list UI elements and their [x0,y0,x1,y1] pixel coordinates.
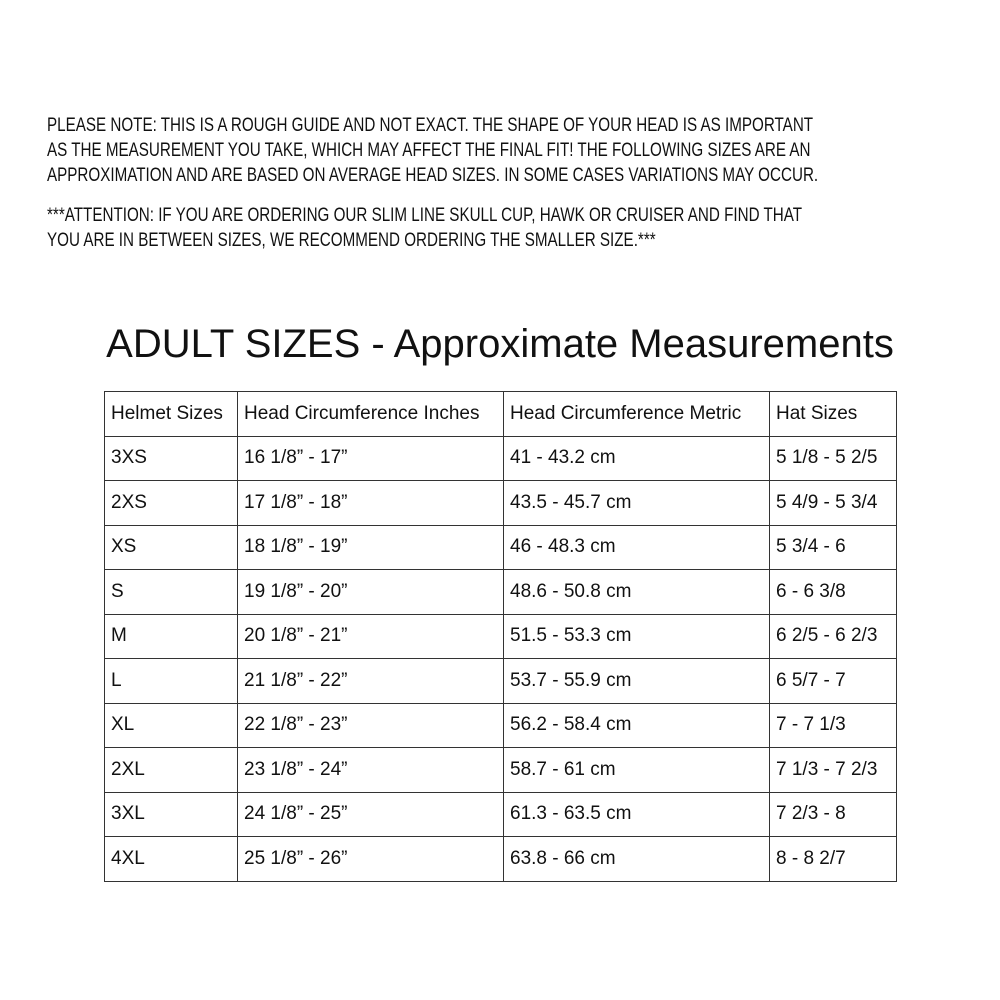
hat-size-cell: 8 - 8 2/7 [769,836,897,882]
hat-size-cell: 5 4/9 - 5 3/4 [769,480,897,526]
helmet-size-cell: M [104,613,238,659]
hat-size-cell: 5 3/4 - 6 [769,524,897,570]
column-header: Head Circumference Inches [237,391,504,437]
helmet-size-cell: S [104,569,238,615]
helmet-size-cell: XS [104,524,238,570]
hat-size-cell: 6 5/7 - 7 [769,658,897,704]
helmet-size-cell: 2XL [104,747,238,793]
table-row: 2XS 17 1/8” - 18” 43.5 - 45.7 cm 5 4/9 - 5 … [104,480,897,526]
inches-cell: 22 1/8” - 23” [237,702,504,748]
size-table: Helmet Sizes Head Circumference Inches H… [104,391,897,882]
inches-cell: 25 1/8” - 26” [237,836,504,882]
metric-cell: 63.8 - 66 cm [503,836,770,882]
page-title: ADULT SIZES - Approximate Measurements [106,322,894,366]
note-line: APPROXIMATION AND ARE BASED ON AVERAGE H… [47,165,819,186]
metric-cell: 51.5 - 53.3 cm [503,613,770,659]
inches-cell: 16 1/8” - 17” [237,435,504,481]
column-header: Head Circumference Metric [503,391,770,437]
helmet-size-cell: 3XS [104,435,238,481]
inches-cell: 20 1/8” - 21” [237,613,504,659]
metric-cell: 56.2 - 58.4 cm [503,702,770,748]
note-line: AS THE MEASUREMENT YOU TAKE, WHICH MAY A… [47,140,811,161]
table-header-row: Helmet Sizes Head Circumference Inches H… [104,391,897,437]
table-row: 2XL 23 1/8” - 24” 58.7 - 61 cm 7 1/3 - 7 2/… [104,747,897,793]
helmet-size-cell: 2XS [104,480,238,526]
metric-cell: 48.6 - 50.8 cm [503,569,770,615]
inches-cell: 24 1/8” - 25” [237,791,504,837]
column-header: Hat Sizes [769,391,897,437]
table-row: S 19 1/8” - 20” 48.6 - 50.8 cm 6 - 6 3/8 [104,569,897,615]
hat-size-cell: 7 2/3 - 8 [769,791,897,837]
metric-cell: 41 - 43.2 cm [503,435,770,481]
helmet-size-cell: 4XL [104,836,238,882]
attention-line: YOU ARE IN BETWEEN SIZES, WE RECOMMEND O… [47,230,656,251]
helmet-size-cell: XL [104,702,238,748]
inches-cell: 21 1/8” - 22” [237,658,504,704]
hat-size-cell: 7 - 7 1/3 [769,702,897,748]
attention-line: ***ATTENTION: IF YOU ARE ORDERING OUR SL… [47,205,803,226]
metric-cell: 61.3 - 63.5 cm [503,791,770,837]
inches-cell: 17 1/8” - 18” [237,480,504,526]
table-row: M 20 1/8” - 21” 51.5 - 53.3 cm 6 2/5 - 6 2/… [104,613,897,659]
table-row: XL 22 1/8” - 23” 56.2 - 58.4 cm 7 - 7 1/3 [104,702,897,748]
table-row: 3XS 16 1/8” - 17” 41 - 43.2 cm 5 1/8 - 5 2/… [104,435,897,481]
inches-cell: 18 1/8” - 19” [237,524,504,570]
table-row: XS 18 1/8” - 19” 46 - 48.3 cm 5 3/4 - 6 [104,524,897,570]
table-row: 4XL 25 1/8” - 26” 63.8 - 66 cm 8 - 8 2/7 [104,836,897,882]
metric-cell: 43.5 - 45.7 cm [503,480,770,526]
hat-size-cell: 7 1/3 - 7 2/3 [769,747,897,793]
hat-size-cell: 5 1/8 - 5 2/5 [769,435,897,481]
hat-size-cell: 6 - 6 3/8 [769,569,897,615]
metric-cell: 58.7 - 61 cm [503,747,770,793]
inches-cell: 19 1/8” - 20” [237,569,504,615]
metric-cell: 53.7 - 55.9 cm [503,658,770,704]
inches-cell: 23 1/8” - 24” [237,747,504,793]
table-row: L 21 1/8” - 22” 53.7 - 55.9 cm 6 5/7 - 7 [104,658,897,704]
helmet-size-cell: L [104,658,238,704]
metric-cell: 46 - 48.3 cm [503,524,770,570]
hat-size-cell: 6 2/5 - 6 2/3 [769,613,897,659]
table-row: 3XL 24 1/8” - 25” 61.3 - 63.5 cm 7 2/3 - 8 [104,791,897,837]
column-header: Helmet Sizes [104,391,238,437]
note-line: PLEASE NOTE: THIS IS A ROUGH GUIDE AND N… [47,115,814,136]
helmet-size-cell: 3XL [104,791,238,837]
